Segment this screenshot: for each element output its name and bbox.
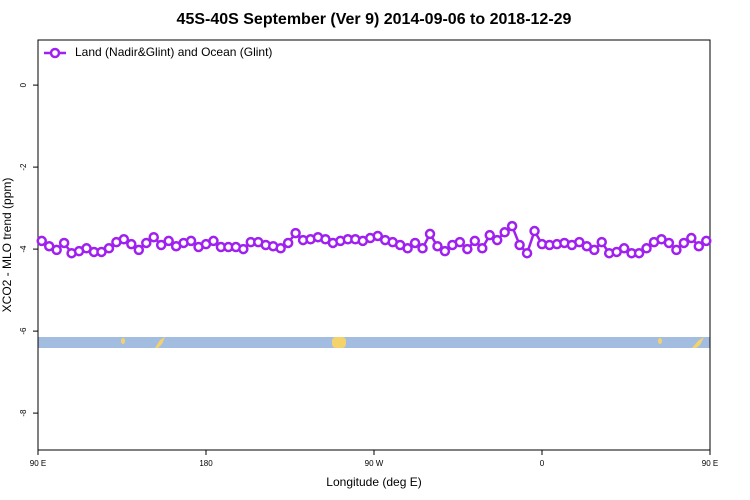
data-point <box>596 236 607 248</box>
y-tick-label: -2 <box>19 163 28 171</box>
data-point <box>372 230 383 242</box>
data-point <box>185 235 197 247</box>
data-point <box>454 236 466 248</box>
data-point <box>282 237 294 249</box>
data-point <box>36 235 47 247</box>
data-point <box>506 220 518 232</box>
y-tick-label: 0 <box>19 82 28 87</box>
land-patch <box>121 338 125 344</box>
land-patch <box>332 337 346 348</box>
data-point <box>633 247 645 259</box>
data-point <box>589 244 600 256</box>
data-point <box>51 244 62 256</box>
legend-label: Land (Nadir&Glint) and Ocean (Glint) <box>75 45 272 59</box>
land-patch <box>692 337 704 348</box>
ocean-band <box>38 337 710 348</box>
data-point <box>484 229 495 241</box>
x-tick-label: 0 <box>540 459 545 468</box>
x-axis-label: Longitude (deg E) <box>326 475 421 489</box>
data-point <box>469 235 481 247</box>
legend-marker <box>49 47 61 59</box>
data-point <box>126 238 137 250</box>
data-point <box>424 228 436 240</box>
data-point <box>402 243 413 254</box>
land-patch <box>658 338 662 344</box>
chart-title: 45S-40S September (Ver 9) 2014-09-06 to … <box>177 11 572 28</box>
data-point <box>663 237 675 249</box>
land-patch <box>155 337 165 348</box>
x-tick-label: 90 W <box>365 459 384 468</box>
data-point <box>148 231 159 243</box>
data-point <box>693 240 705 252</box>
data-point <box>275 243 286 254</box>
data-point <box>133 244 145 256</box>
data-point <box>208 235 219 247</box>
data-point <box>618 243 630 254</box>
x-tick-label: 90 E <box>702 459 718 468</box>
data-point <box>163 235 174 247</box>
data-point <box>141 237 152 249</box>
data-point <box>238 243 249 255</box>
data-point <box>671 244 682 256</box>
data-point <box>58 237 70 249</box>
data-point <box>290 227 301 239</box>
data-point <box>155 239 167 251</box>
data-point <box>514 239 525 251</box>
data-point <box>491 234 503 246</box>
data-point <box>678 237 690 249</box>
data-point <box>432 240 443 252</box>
x-tick-label: 180 <box>199 459 213 468</box>
data-point <box>477 243 488 254</box>
data-point <box>701 235 712 247</box>
x-tick-label: 90 E <box>30 459 46 468</box>
data-point <box>118 234 130 245</box>
data-point <box>462 243 473 255</box>
data-point <box>439 245 451 257</box>
data-point <box>574 236 585 248</box>
data-point <box>409 237 421 249</box>
land-ocean-strip <box>38 337 710 348</box>
data-point <box>686 232 697 244</box>
data-point <box>417 243 428 254</box>
y-tick-label: -8 <box>19 409 28 417</box>
data-point <box>641 243 652 254</box>
data-point <box>529 225 540 237</box>
data-point <box>103 243 115 254</box>
data-point <box>499 227 510 238</box>
y-tick-label: -6 <box>19 327 28 335</box>
y-tick-label: -4 <box>19 245 28 253</box>
data-point <box>521 247 533 259</box>
y-axis-label: XCO2 - MLO trend (ppm) <box>0 178 14 313</box>
